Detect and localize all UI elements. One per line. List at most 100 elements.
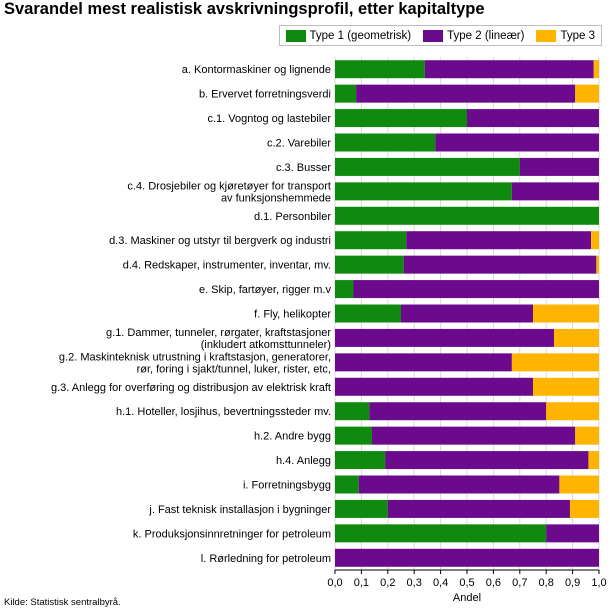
source-note: Kilde: Statistisk sentralbyrå. [4,597,121,608]
bar-segment-type3 [533,377,599,396]
bar-segment-type1 [335,402,370,421]
category-label: k. Produksjonsinnretninger for petroleum [133,528,331,540]
bar-segment-type1 [335,304,401,323]
legend-swatch-type2 [423,29,444,42]
x-axis-label: Andel [453,592,481,604]
bar-segment-type3 [511,353,599,372]
category-label: a. Kontormaskiner og lignende [182,64,331,76]
category-label: c.2. Varebiler [267,138,331,150]
category-label-line: k. Produksjonsinnretninger for petroleum [133,528,331,540]
bar-segment-type1 [335,157,520,176]
category-label-line: h.4. Anlegg [276,455,331,467]
bar-segment-type1 [335,524,547,543]
bar-segment-type3 [575,426,599,445]
category-label-line: c.1. Vogntog og lastebiler [207,113,331,125]
bar-segment-type2 [371,426,576,445]
category-label: h.1. Hoteller, losjihus, bevertningssted… [116,406,331,418]
bar-segment-type1 [335,280,354,299]
bar-segment-type1 [335,133,436,152]
x-tick-label: 0,3 [407,577,422,589]
category-label: l. Rørledning for petroleum [201,553,331,565]
legend-entry-type2[interactable]: Type 2 (lineær) [423,29,525,42]
category-label: g.2. Maskinteknisk utrustning i kraftsta… [59,351,331,375]
category-label-line: g.2. Maskinteknisk utrustning i kraftsta… [59,351,331,363]
category-label: c.4. Drosjebiler og kjøretøyer for trans… [127,180,331,204]
bar-segment-type1 [335,206,599,225]
category-label: b. Ervervet forretningsverdi [199,89,331,101]
category-label-line: rør, foring i sjakt/tunnel, luker, riste… [137,363,331,375]
x-tick-label: 0,2 [380,577,395,589]
x-tick-label: 0,8 [539,577,554,589]
legend: Type 1 (geometrisk) Type 2 (lineær) Type… [278,25,602,46]
category-label: d.3. Maskiner og utstyr til bergverk og … [109,235,331,247]
category-label-line: a. Kontormaskiner og lignende [182,64,331,76]
category-label-line: (inkludert atkomsttunneler) [201,339,331,351]
bar-segment-type3 [591,231,599,250]
bar-segment-type3 [533,304,599,323]
category-label-line: h.2. Andre bygg [254,431,331,443]
bar-segment-type3 [559,475,599,494]
legend-label-type2: Type 2 (lineær) [447,29,525,42]
category-label: j. Fast teknisk installasjon i bygninger [148,504,331,516]
category-label-line: c.4. Drosjebiler og kjøretøyer for trans… [127,180,331,192]
bar-segment-type2 [401,304,533,323]
x-tick-label: 0,9 [565,577,580,589]
x-tick-label: 0,7 [512,577,527,589]
bar-segment-type2 [335,548,599,567]
bar-segment-type2 [335,377,533,396]
bar-segment-type2 [546,524,599,543]
bar-segment-type2 [406,231,592,250]
category-label: d.4. Redskaper, instrumenter, inventar, … [123,260,331,272]
bar-segment-type3 [596,255,599,274]
category-label: c.3. Busser [276,162,331,174]
bar-segment-type2 [403,255,597,274]
bar-segment-type3 [569,499,599,518]
category-label-line: h.1. Hoteller, losjihus, bevertningssted… [116,406,331,418]
category-label: d.1. Personbiler [254,211,331,223]
bar-segment-type1 [335,475,359,494]
legend-label-type1: Type 1 (geometrisk) [309,29,412,42]
bar-segment-type1 [335,109,467,128]
bar-segment-type3 [575,84,599,103]
bar-segment-type3 [546,402,599,421]
category-label: i. Forretningsbygg [243,480,331,492]
legend-label-type3: Type 3 [560,29,595,42]
bar-segment-type2 [435,133,599,152]
legend-swatch-type1 [285,29,306,42]
bar-segment-type2 [424,60,594,79]
bar-segment-type1 [335,231,407,250]
category-label-line: d.1. Personbiler [254,211,331,223]
category-label-line: j. Fast teknisk installasjon i bygninger [148,504,331,516]
bar-segment-type2 [353,280,599,299]
category-label: e. Skip, fartøyer, rigger m.v [199,284,332,296]
category-label-line: c.2. Varebiler [267,138,331,150]
category-label-line: b. Ervervet forretningsverdi [199,89,331,101]
category-label-line: d.3. Maskiner og utstyr til bergverk og … [109,235,331,247]
bar-segment-type2 [356,84,576,103]
bar-segment-type1 [335,499,388,518]
category-label-line: c.3. Busser [276,162,331,174]
bar-segment-type2 [358,475,560,494]
category-label: h.4. Anlegg [276,455,331,467]
x-tick-label: 0,5 [459,577,474,589]
x-tick-label: 0,6 [486,577,501,589]
category-label: c.1. Vogntog og lastebiler [207,113,331,125]
bar-segment-type3 [588,451,599,470]
category-label-line: g.1. Dammer, tunneler, rørgater, kraftst… [106,327,331,339]
category-label: f. Fly, helikopter [254,309,331,321]
category-label-line: g.3. Anlegg for overføring og distribusj… [51,382,331,394]
bar-segment-type2 [335,353,512,372]
bar-segment-type3 [593,60,599,79]
bar-segment-type1 [335,426,372,445]
category-label: h.2. Andre bygg [254,431,331,443]
chart-title: Svarandel mest realistisk avskrivningspr… [4,0,485,18]
x-tick-label: 0,4 [433,577,448,589]
legend-entry-type1[interactable]: Type 1 (geometrisk) [285,29,412,42]
bar-segment-type2 [511,182,599,201]
category-label-line: f. Fly, helikopter [254,309,331,321]
bar-segment-type2 [467,109,599,128]
bar-segment-type1 [335,255,404,274]
bar-segment-type2 [387,499,570,518]
legend-entry-type3[interactable]: Type 3 [536,29,595,42]
